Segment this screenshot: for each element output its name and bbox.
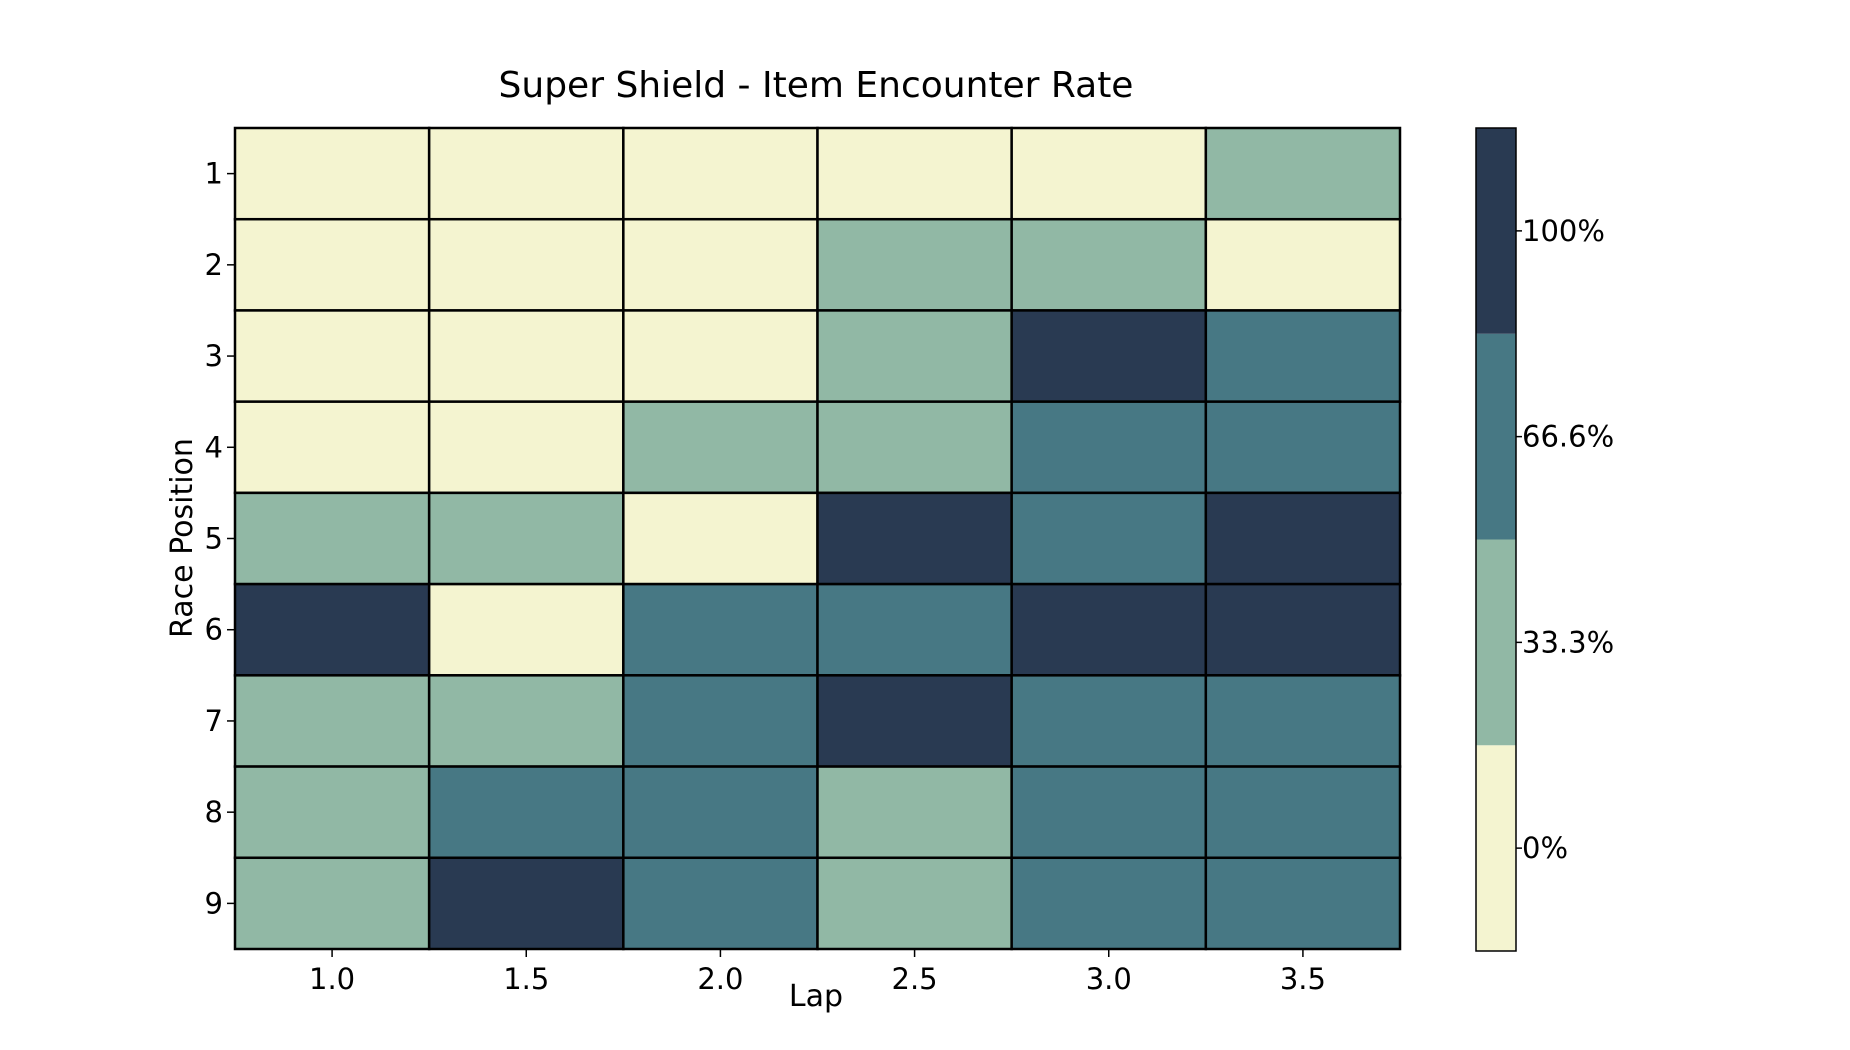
heatmap-cell: [1010, 582, 1208, 677]
heatmap-cell: [622, 674, 819, 768]
y-tick-label: 2: [205, 248, 223, 282]
heatmap-cell: [427, 217, 625, 312]
y-tick-label: 1: [205, 157, 223, 191]
heatmap-cell: [622, 765, 819, 860]
heatmap-cell: [816, 491, 1013, 586]
heatmap-cell: [1010, 126, 1208, 221]
heatmap-cell: [427, 765, 625, 860]
heatmap-cell: [1204, 674, 1402, 768]
heatmap-cell: [1010, 765, 1208, 860]
heatmap-cell: [427, 400, 625, 495]
heatmap-cell: [1204, 309, 1402, 403]
heatmap-cells: [233, 126, 1402, 951]
colorbar-tick-label: 0%: [1522, 831, 1568, 865]
y-axis-ticks: 1 2 3 4 5 6 7 8 9: [205, 157, 235, 920]
heatmap-cell: [427, 491, 625, 586]
y-tick-label: 9: [205, 886, 223, 920]
heatmap-cell: [622, 126, 819, 221]
colorbar-segment: [1476, 128, 1516, 334]
x-axis-ticks: 1.0 1.5 2.0 2.5 3.0 3.5: [309, 949, 1326, 996]
heatmap-cell: [1204, 126, 1402, 221]
heatmap-cell: [1010, 309, 1208, 403]
colorbar-segment: [1476, 745, 1516, 951]
heatmap-cell: [427, 582, 625, 677]
heatmap-cell: [622, 856, 819, 951]
x-tick-label: 2.5: [892, 962, 938, 996]
x-tick-label: 3.5: [1280, 962, 1326, 996]
heatmap-cell: [233, 217, 431, 312]
heatmap-cell: [816, 765, 1013, 860]
heatmap-cell: [622, 491, 819, 586]
heatmap-cell: [816, 126, 1013, 221]
heatmap-cell: [1010, 217, 1208, 312]
colorbar-tick-label: 100%: [1522, 214, 1605, 248]
heatmap-cell: [233, 400, 431, 495]
x-tick-label: 1.5: [503, 962, 549, 996]
y-tick-label: 5: [205, 522, 223, 556]
heatmap-cell: [427, 309, 625, 403]
heatmap-cell: [233, 582, 431, 677]
y-tick-label: 3: [205, 339, 223, 373]
x-tick-label: 3.0: [1086, 962, 1132, 996]
colorbar-segment: [1476, 333, 1516, 540]
y-tick-label: 4: [205, 430, 223, 464]
heatmap-cell: [233, 491, 431, 586]
heatmap-cell: [622, 217, 819, 312]
heatmap-cell: [816, 309, 1013, 403]
colorbar-segment: [1476, 539, 1516, 746]
heatmap-cell: [816, 856, 1013, 951]
heatmap-cell: [1204, 217, 1402, 312]
heatmap-cell: [1010, 400, 1208, 495]
heatmap-cell: [1204, 856, 1402, 951]
y-tick-label: 6: [205, 613, 223, 647]
y-tick-label: 7: [205, 704, 223, 738]
heatmap-cell: [1010, 856, 1208, 951]
heatmap-cell: [427, 126, 625, 221]
heatmap-cell: [233, 674, 431, 768]
colorbar-tick-label: 66.6%: [1522, 420, 1614, 454]
x-tick-label: 1.0: [309, 962, 355, 996]
heatmap-cell: [1010, 674, 1208, 768]
colorbar-tick-label: 33.3%: [1522, 625, 1614, 659]
y-tick-label: 8: [205, 795, 223, 829]
heatmap-cell: [427, 856, 625, 951]
heatmap-cell: [622, 582, 819, 677]
heatmap-cell: [816, 400, 1013, 495]
colorbar-border: [1475, 127, 1517, 952]
heatmap-cell: [816, 582, 1013, 677]
heatmap-cell: [1204, 582, 1402, 677]
heatmap-cell: [1204, 400, 1402, 495]
heatmap-cell: [1010, 491, 1208, 586]
heatmap-cell: [622, 309, 819, 403]
heatmap-cell: [233, 309, 431, 403]
y-axis-label: Race Position: [165, 438, 200, 638]
chart-title: Super Shield - Item Encounter Rate: [499, 65, 1134, 106]
heatmap-cell: [427, 674, 625, 768]
x-axis-label: Lap: [789, 979, 843, 1014]
heatmap-cell: [622, 400, 819, 495]
colorbar: 0% 33.3% 66.6% 100%: [1475, 127, 1614, 952]
heatmap-cell: [816, 217, 1013, 312]
heatmap-cell: [1204, 765, 1402, 860]
heatmap-cell: [233, 765, 431, 860]
x-tick-label: 2.0: [697, 962, 743, 996]
heatmap-cell: [1204, 491, 1402, 586]
heatmap-cell: [816, 674, 1013, 768]
heatmap-cell: [233, 126, 431, 221]
heatmap-cell: [233, 856, 431, 951]
